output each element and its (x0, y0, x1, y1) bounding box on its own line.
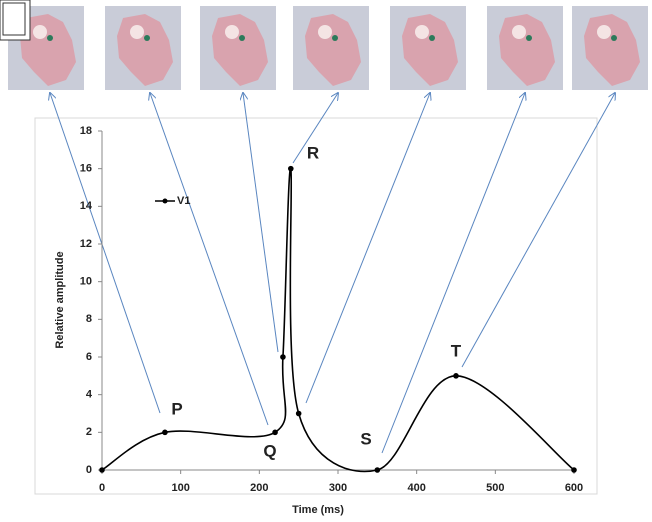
peak-label: P (171, 399, 182, 418)
activation (225, 25, 239, 39)
peak-label: R (307, 143, 319, 162)
series-line (101, 167, 575, 473)
arrow (50, 93, 161, 414)
arrow (305, 93, 430, 404)
legend-label: V1 (177, 195, 190, 207)
data-point (374, 467, 381, 473)
electrode (611, 35, 617, 41)
activation (33, 25, 47, 39)
x-tick-label: 0 (99, 482, 105, 494)
arrow (150, 93, 269, 426)
x-tick-label: 100 (171, 482, 189, 494)
y-tick-label: 12 (80, 238, 92, 250)
electrode (429, 35, 435, 41)
data-point (571, 467, 577, 473)
y-tick-label: 10 (80, 276, 92, 288)
activation (512, 25, 526, 39)
x-tick-label: 300 (329, 482, 347, 494)
x-tick-label: 200 (250, 482, 268, 494)
activation (318, 25, 332, 39)
activation (415, 25, 429, 39)
arrow (243, 93, 279, 353)
y-tick-label: 18 (80, 125, 92, 137)
x-tick-label: 400 (407, 482, 425, 494)
thumbnails (8, 6, 648, 90)
electrode (47, 35, 53, 41)
x-axis-label: Time (ms) (292, 504, 344, 516)
activation (597, 25, 611, 39)
y-axis-label: Relative amplitude (54, 251, 66, 348)
data-point (295, 410, 302, 417)
data-point (272, 429, 278, 436)
data-point (99, 467, 105, 473)
peak-label: T (451, 341, 462, 360)
data-point (280, 354, 286, 360)
electrode (144, 35, 150, 41)
electrode (239, 35, 245, 41)
electrode (332, 35, 338, 41)
y-tick-label: 0 (86, 464, 92, 476)
data-point (162, 429, 168, 436)
y-tick-label: 16 (80, 163, 92, 175)
activation (130, 25, 144, 39)
arrow (381, 93, 525, 454)
y-tick-label: 6 (86, 351, 92, 363)
window-corner (2, 2, 26, 36)
arrow (461, 93, 615, 368)
arrow (292, 93, 338, 164)
data-point (453, 373, 459, 379)
y-tick-label: 4 (86, 389, 93, 401)
y-tick-label: 14 (80, 200, 93, 212)
x-tick-label: 600 (565, 482, 583, 494)
x-tick-label: 500 (486, 482, 504, 494)
electrode (526, 35, 532, 41)
chart-frame (34, 117, 598, 495)
y-tick-label: 8 (86, 313, 92, 325)
arrows (50, 93, 615, 454)
legend-marker (162, 198, 168, 204)
peak-label: Q (263, 441, 276, 460)
y-tick-label: 2 (86, 426, 92, 438)
data-point (288, 165, 294, 172)
peak-label: S (360, 429, 371, 448)
